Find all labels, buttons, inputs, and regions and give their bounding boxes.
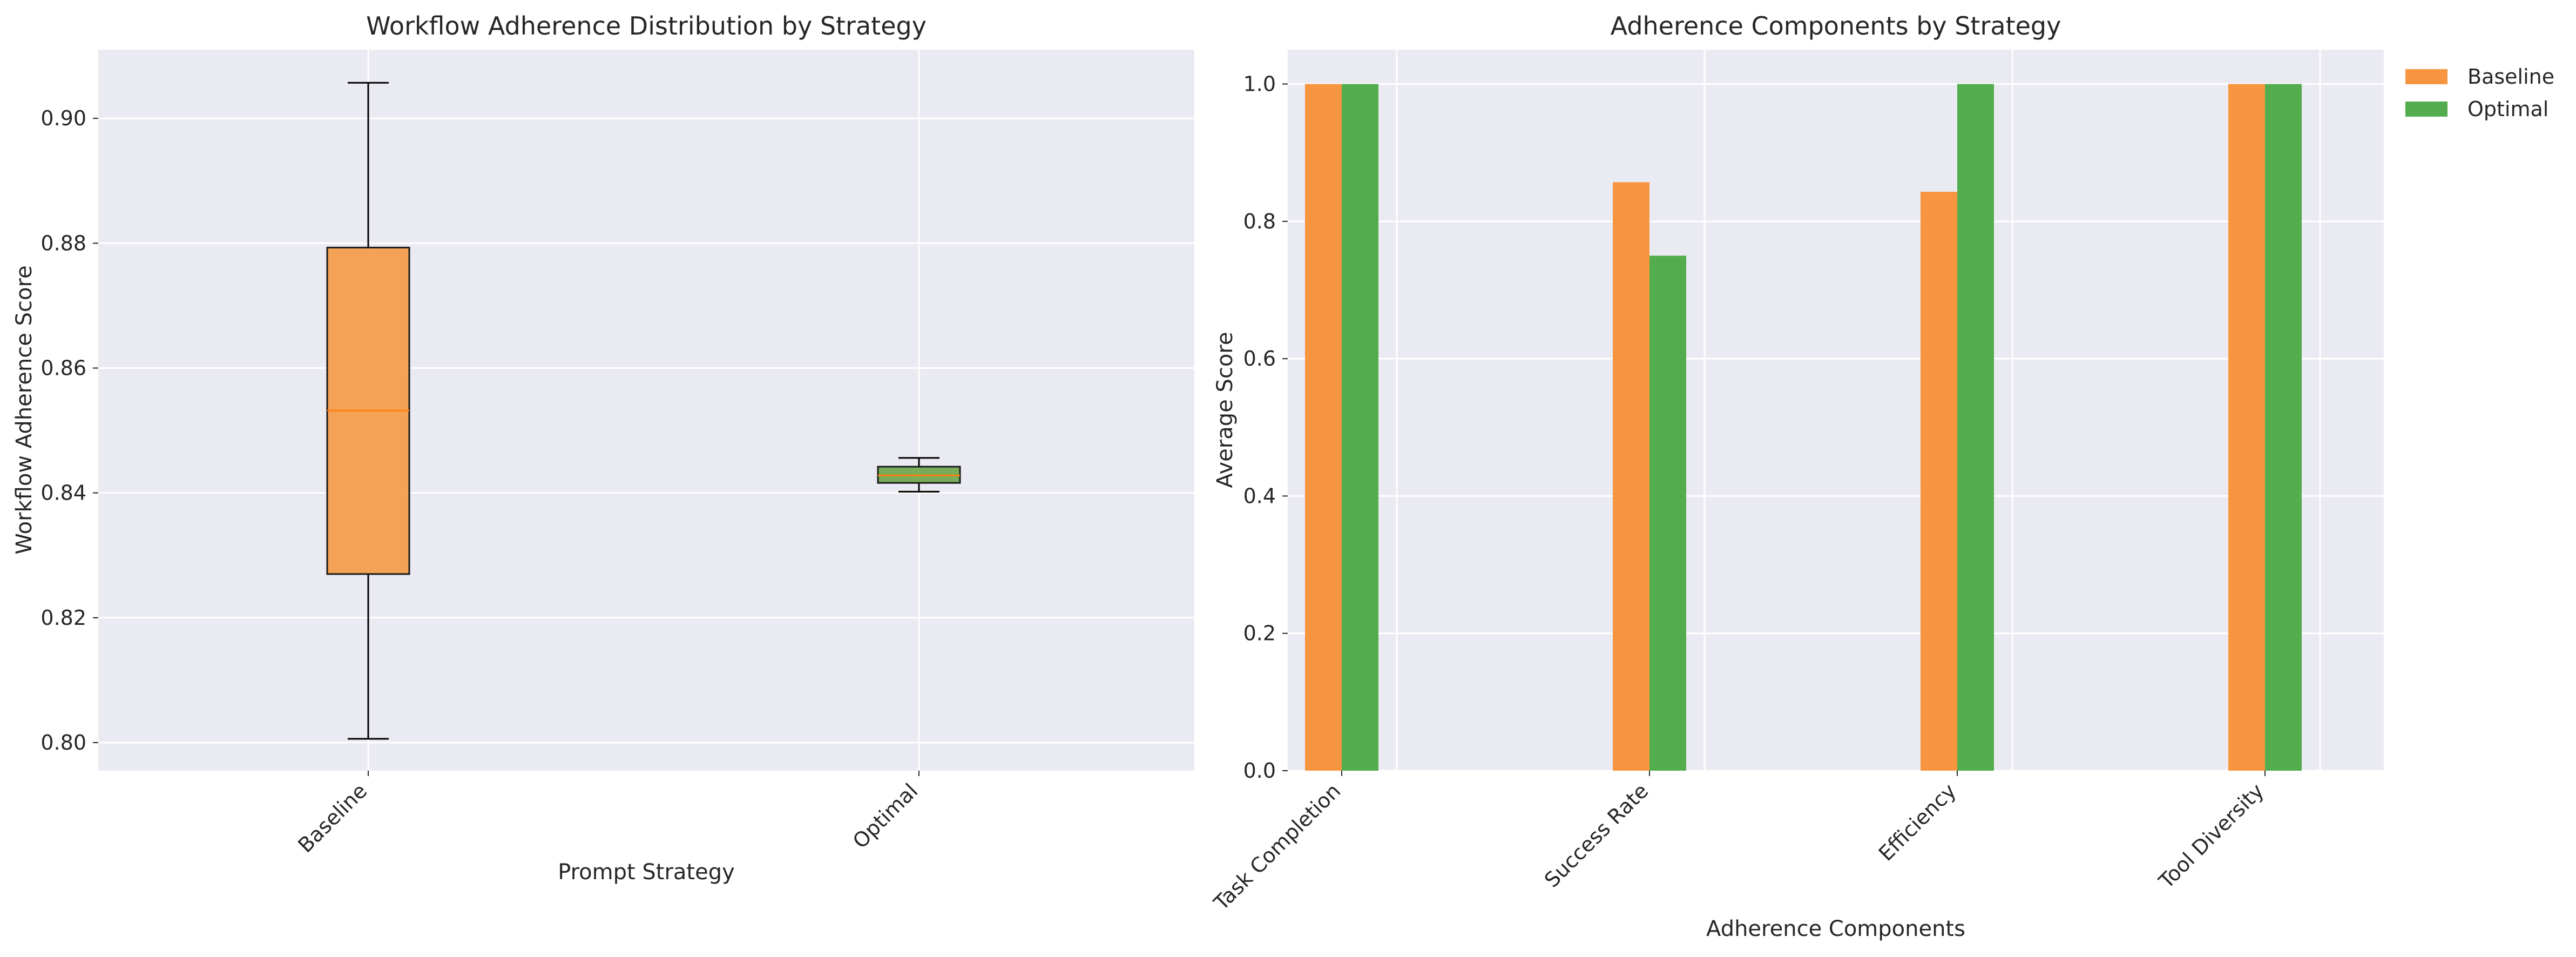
bar-chart-area — [1288, 50, 2384, 771]
box-plot-y-tick-label: 0.88 — [40, 231, 86, 255]
legend-label-optimal: Optimal — [2467, 97, 2548, 121]
legend-swatch-optimal — [2405, 102, 2447, 117]
bar-chart-x-ticks: Task Completion Success Rate Efficiency Too… — [1209, 771, 2268, 915]
box-plot-marks — [326, 82, 961, 740]
bar-baseline — [1305, 84, 1342, 771]
bar-series-baseline — [1305, 84, 2265, 771]
box-plot-panel: 0.80 0.82 0.84 0.86 0.88 0.90 Baseline Optimal… — [12, 11, 1194, 885]
bar-chart-title: Adherence Components by Strategy — [1611, 11, 2061, 41]
box-plot-x-axis-label: Prompt Strategy — [558, 860, 735, 885]
box-plot-y-tick-label: 0.86 — [40, 356, 86, 380]
bar-chart-x-axis-label: Adherence Components — [1706, 916, 1965, 941]
bar-chart-y-tick-label: 0.6 — [1243, 347, 1276, 370]
bar-chart-y-tick-label: 0.2 — [1243, 622, 1276, 645]
bar-optimal — [1649, 255, 1686, 771]
box-plot-x-ticks: Baseline Optimal — [293, 771, 922, 857]
bar-chart-y-tick-label: 0.4 — [1243, 484, 1276, 508]
bar-chart-x-tick-label: Success Rate — [1540, 779, 1653, 892]
bar-optimal — [1342, 84, 1378, 771]
legend-swatch-baseline — [2405, 69, 2447, 84]
bar-chart-x-tick-label: Task Completion — [1209, 779, 1345, 915]
bar-chart-y-ticks: 0.0 0.2 0.4 0.6 0.8 1.0 — [1243, 72, 1288, 783]
bar-baseline — [2228, 84, 2265, 771]
bar-chart-y-tick-label: 0.0 — [1243, 759, 1276, 783]
bar-optimal — [2265, 84, 2302, 771]
box-plot-x-tick-label: Baseline — [293, 779, 371, 857]
box-plot-y-tick-label: 0.90 — [40, 106, 86, 130]
bar-chart-x-tick-label: Efficiency — [1874, 779, 1961, 866]
bar-chart-y-tick-label: 0.8 — [1243, 210, 1276, 233]
bar-chart-legend: Baseline Optimal — [2405, 65, 2554, 121]
box-plot-y-tick-label: 0.82 — [40, 606, 86, 630]
box-plot-title: Workflow Adherence Distribution by Strat… — [366, 11, 927, 41]
bar-chart-panel: 0.0 0.2 0.4 0.6 0.8 1.0 Task Completion Succes… — [1209, 11, 2554, 941]
bar-baseline — [1613, 182, 1649, 771]
bar-chart-grid — [1288, 50, 2384, 772]
bar-chart-x-tick-label: Tool Diversity — [2154, 779, 2268, 893]
bar-chart-y-axis-label: Average Score — [1213, 332, 1238, 488]
box-baseline — [326, 82, 410, 740]
legend-label-baseline: Baseline — [2467, 65, 2554, 89]
box-optimal — [877, 457, 961, 493]
box-plot-y-tick-label: 0.80 — [40, 731, 86, 754]
box-plot-x-tick-label: Optimal — [848, 779, 922, 853]
bar-chart-y-tick-label: 1.0 — [1243, 72, 1276, 96]
bar-baseline — [1921, 192, 1957, 771]
bar-optimal — [1957, 84, 1994, 771]
box-plot-area — [98, 50, 1194, 771]
box-plot-y-tick-label: 0.84 — [40, 481, 86, 505]
box-plot-y-axis-label: Workflow Adherence Score — [12, 265, 37, 554]
bar-chart-marks — [1305, 84, 2302, 771]
bar-series-optimal — [1342, 84, 2302, 771]
box-plot-y-ticks: 0.80 0.82 0.84 0.86 0.88 0.90 — [40, 106, 98, 754]
